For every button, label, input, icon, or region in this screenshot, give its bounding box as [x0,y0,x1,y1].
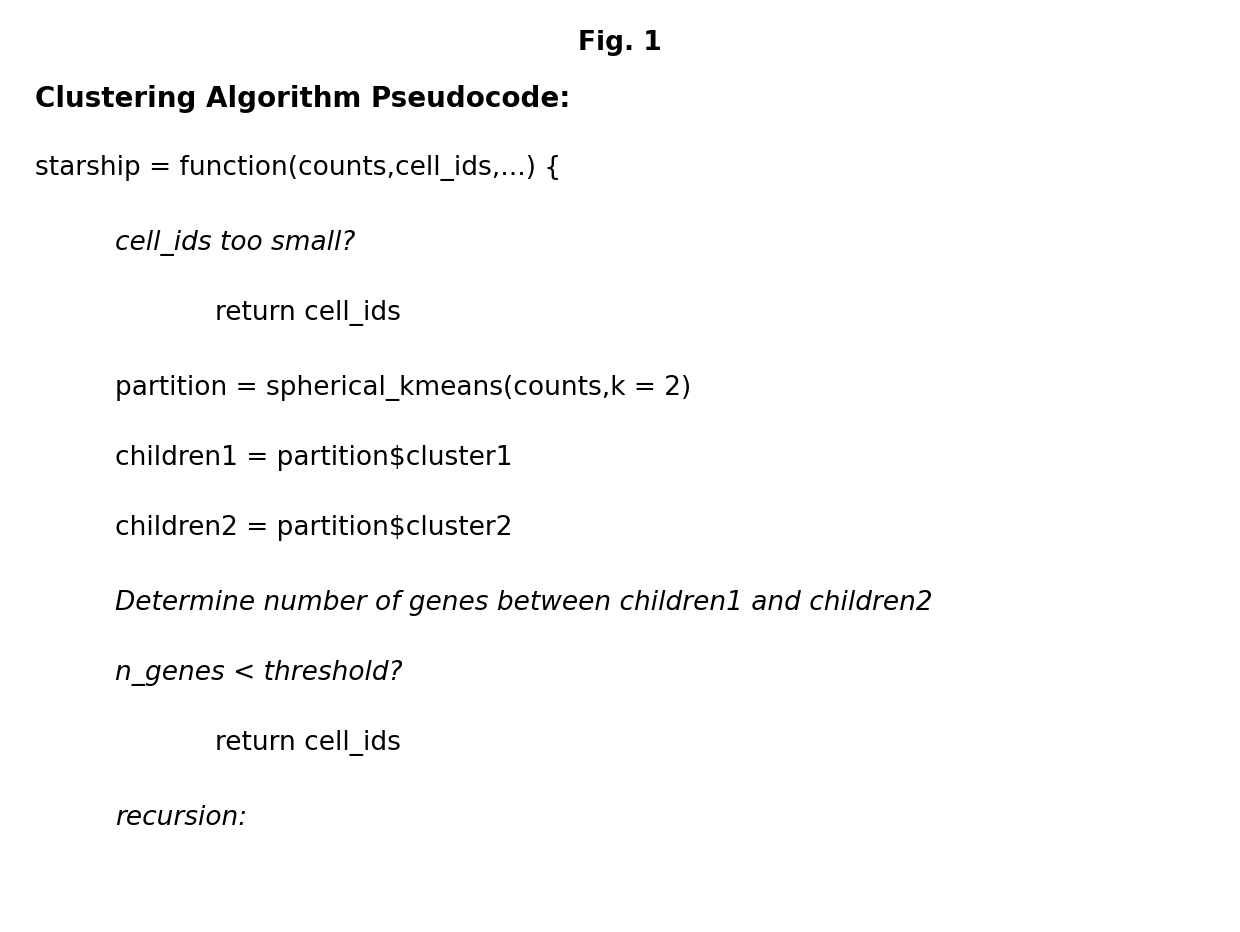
Text: children1 = partition$cluster1: children1 = partition$cluster1 [115,445,512,471]
Text: recursion:: recursion: [115,805,247,831]
Text: cell_ids too small?: cell_ids too small? [115,230,356,256]
Text: return cell_ids: return cell_ids [215,730,401,756]
Text: starship = function(counts,cell_ids,...) {: starship = function(counts,cell_ids,...)… [35,155,562,181]
Text: Fig. 1: Fig. 1 [578,30,662,56]
Text: Clustering Algorithm Pseudocode:: Clustering Algorithm Pseudocode: [35,85,570,113]
Text: return cell_ids: return cell_ids [215,300,401,326]
Text: children2 = partition$cluster2: children2 = partition$cluster2 [115,515,512,541]
Text: n_genes < threshold?: n_genes < threshold? [115,660,403,686]
Text: Determine number of genes between children1 and children2: Determine number of genes between childr… [115,590,932,616]
Text: partition = spherical_kmeans(counts,k = 2): partition = spherical_kmeans(counts,k = … [115,375,691,401]
